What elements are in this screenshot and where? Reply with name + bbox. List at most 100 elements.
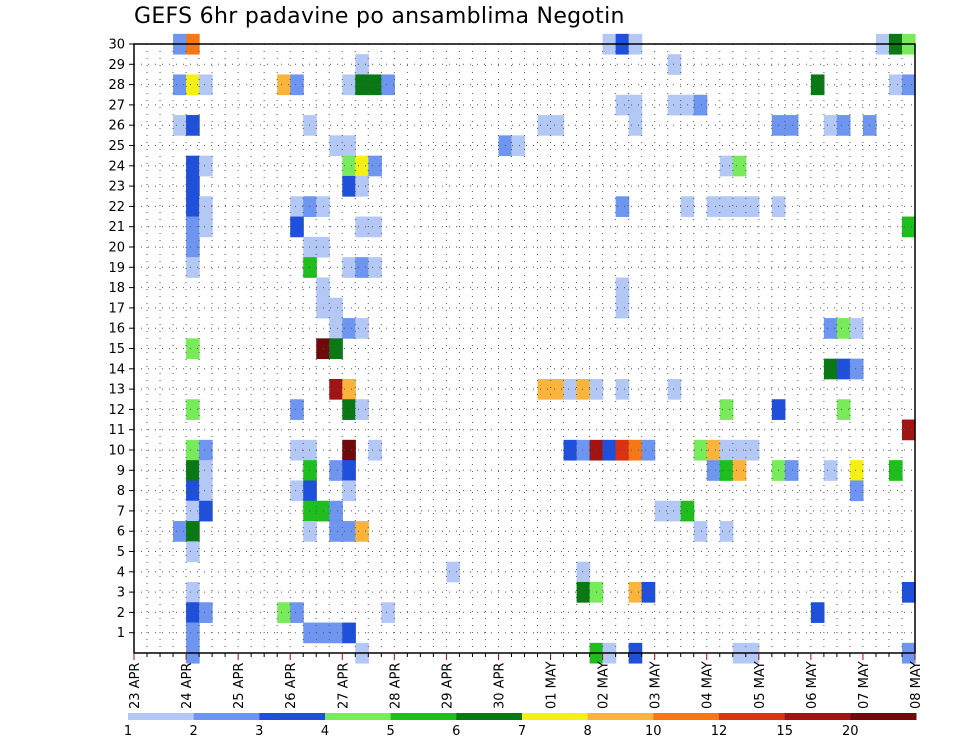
heatmap-cell — [329, 500, 343, 522]
heatmap-cell — [745, 196, 760, 217]
heatmap-cell — [303, 622, 317, 644]
x-tick-label: 08 MAY — [909, 661, 924, 709]
heatmap-cell — [849, 318, 864, 339]
x-tick-label: 23 APR — [128, 663, 143, 709]
y-tick-label: 23 — [108, 180, 125, 195]
heatmap-cell — [199, 155, 213, 177]
heatmap-cell — [784, 460, 799, 481]
heatmap-cell — [303, 257, 317, 278]
heatmap-cell — [732, 155, 747, 177]
heatmap-cell — [368, 216, 382, 238]
heatmap-cell — [693, 521, 708, 542]
heatmap-cell — [784, 115, 799, 136]
heatmap-cell — [615, 196, 630, 217]
heatmap-cell — [186, 622, 200, 644]
colorbar-label: 15 — [776, 724, 793, 739]
y-tick-label: 26 — [108, 119, 125, 134]
heatmap-cell — [186, 602, 200, 623]
heatmap-cell — [342, 399, 356, 420]
heatmap-cell — [186, 521, 200, 542]
x-tick-label: 01 MAY — [545, 661, 560, 709]
heatmap-cell — [173, 115, 187, 136]
heatmap-cell — [901, 216, 916, 238]
colorbar-swatch — [653, 713, 720, 720]
heatmap-cell — [290, 439, 304, 461]
heatmap-cell — [888, 74, 903, 96]
heatmap-cell — [199, 480, 213, 502]
heatmap-cell — [186, 338, 200, 360]
y-tick-label: 10 — [108, 444, 125, 459]
heatmap-cell — [615, 277, 630, 299]
heatmap-cell — [576, 439, 591, 461]
heatmap-cell — [901, 74, 916, 96]
heatmap-cell — [368, 74, 382, 96]
heatmap-cell — [173, 521, 187, 542]
colorbar-label: 1 — [124, 724, 132, 739]
y-tick-label: 14 — [108, 362, 125, 377]
heatmap-cell — [186, 175, 200, 197]
heatmap-cell — [823, 460, 838, 481]
heatmap-cell — [199, 216, 213, 238]
heatmap-cell — [732, 196, 747, 217]
heatmap-cell — [537, 115, 552, 136]
y-tick-label: 15 — [108, 342, 125, 357]
heatmap-cell — [576, 581, 591, 603]
heatmap-cell — [615, 94, 630, 116]
x-axis: 23 APR 24 APR 25 APR 26 APR 27 APR 28 APR 29 A… — [128, 653, 924, 709]
y-tick-label: 22 — [108, 200, 125, 215]
heatmap-cell — [303, 115, 317, 136]
heatmap-cell — [888, 460, 903, 481]
colorbar-label: 10 — [645, 724, 662, 739]
x-tick-label: 03 MAY — [649, 661, 664, 709]
heatmap-cell — [290, 216, 304, 238]
y-tick-label: 21 — [108, 220, 125, 235]
y-tick-label: 27 — [108, 98, 125, 113]
x-tick-label: 06 MAY — [805, 661, 820, 709]
heatmap-cell — [836, 115, 851, 136]
heatmap-cell — [355, 318, 369, 339]
heatmap-cell — [576, 561, 591, 583]
heatmap-cell — [836, 358, 851, 380]
heatmap-cell — [628, 115, 643, 136]
x-tick-label: 04 MAY — [701, 661, 716, 709]
colorbar-swatch — [587, 713, 654, 720]
heatmap-cell — [732, 460, 747, 481]
heatmap-cell — [199, 460, 213, 481]
heatmap-cell — [290, 399, 304, 420]
colorbar-label: 20 — [842, 724, 859, 739]
heatmap-cell — [173, 74, 187, 96]
y-tick-label: 18 — [108, 281, 125, 296]
heatmap-cell — [446, 561, 461, 583]
heatmap-cell — [667, 500, 682, 522]
heatmap-cell — [901, 581, 916, 603]
heatmap-cell — [186, 399, 200, 420]
heatmap-cell — [186, 216, 200, 238]
y-tick-label: 25 — [108, 139, 125, 154]
heatmap-cell — [342, 439, 356, 461]
y-tick-label: 6 — [117, 525, 125, 540]
heatmap-cell — [706, 439, 721, 461]
colorbar-swatch — [784, 713, 851, 720]
heatmap-cell — [563, 378, 578, 400]
y-tick-label: 16 — [108, 322, 125, 337]
heatmap-cell — [628, 439, 643, 461]
x-tick-label: 29 APR — [440, 663, 455, 709]
heatmap-cell — [303, 460, 317, 481]
heatmap-cell — [186, 196, 200, 217]
heatmap-cell — [290, 196, 304, 217]
colorbar-label: 2 — [190, 724, 198, 739]
heatmap-cell — [693, 94, 708, 116]
heatmap-cell — [186, 155, 200, 177]
heatmap-cell — [667, 378, 682, 400]
heatmap-cell — [329, 338, 343, 360]
heatmap-cell — [342, 175, 356, 197]
heatmap-cell — [355, 175, 369, 197]
heatmap-cell — [355, 521, 369, 542]
y-tick-label: 19 — [108, 261, 125, 276]
heatmap-cell — [199, 602, 213, 623]
heatmap-cell — [745, 439, 760, 461]
colorbar-swatch — [719, 713, 786, 720]
heatmap-cell — [615, 297, 630, 319]
